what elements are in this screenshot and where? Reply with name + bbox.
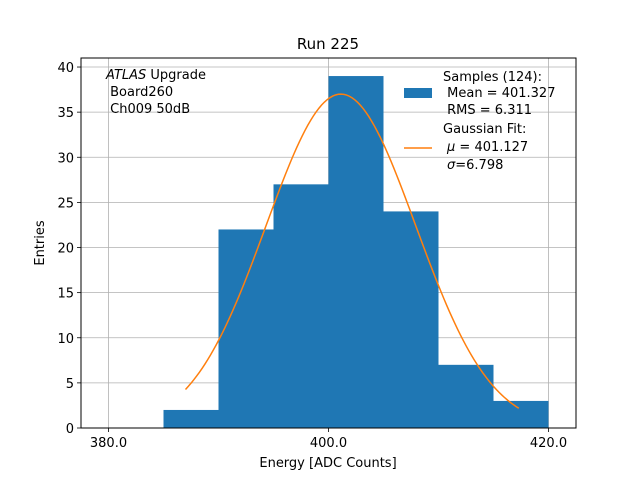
- histogram-bar: [328, 76, 384, 429]
- fit-curve-group: [184, 93, 520, 409]
- y-axis-ticks: 0 5 10 15 20 25 30 35 40: [57, 61, 81, 437]
- upgrade-label: Upgrade: [146, 68, 206, 83]
- y-tick-label: 10: [57, 332, 74, 347]
- atlas-annotation: ATLAS Upgrade Board260 Ch009 50dB: [105, 68, 206, 117]
- histogram-bar: [383, 211, 439, 428]
- y-tick-label: 0: [66, 422, 74, 437]
- legend-hist-swatch: [404, 88, 432, 98]
- y-tick-label: 15: [57, 287, 74, 302]
- x-axis-label: Energy [ADC Counts]: [259, 456, 396, 471]
- y-tick-label: 20: [57, 242, 74, 257]
- legend-fit-title: Gaussian Fit:: [443, 122, 526, 137]
- annotation-line-2: Board260: [106, 85, 173, 100]
- y-tick-label: 40: [57, 61, 74, 76]
- mu-value: = 401.127: [455, 140, 528, 155]
- y-axis-label: Entries: [33, 220, 48, 266]
- annotation-line-3: Ch009 50dB: [106, 102, 190, 117]
- legend-hist-title: Samples (124):: [443, 70, 542, 85]
- histogram-bar: [438, 364, 494, 428]
- legend-fit-sigma: σ=6.798: [447, 158, 503, 173]
- y-tick-label: 25: [57, 196, 74, 211]
- y-tick-label: 5: [66, 377, 74, 392]
- chart-title: Run 225: [297, 35, 359, 53]
- legend-hist-rms: RMS = 6.311: [443, 103, 532, 118]
- histogram-bar: [493, 400, 549, 428]
- y-tick-label: 30: [57, 151, 74, 166]
- mu-symbol: μ: [446, 140, 455, 155]
- annotation-line-1: ATLAS Upgrade: [105, 68, 206, 83]
- legend-fit-mu: μ = 401.127: [446, 140, 528, 155]
- x-tick-label: 400.0: [310, 436, 347, 451]
- x-tick-label: 420.0: [530, 436, 567, 451]
- histogram-bars: [163, 76, 549, 429]
- gaussian-fit-curve: [184, 93, 520, 409]
- sigma-symbol: σ: [447, 158, 456, 173]
- atlas-label: ATLAS: [105, 68, 146, 83]
- sigma-value: =6.798: [455, 158, 503, 173]
- y-tick-label: 35: [57, 106, 74, 121]
- histogram-bar: [218, 229, 274, 428]
- legend: Samples (124): Mean = 401.327 RMS = 6.31…: [404, 70, 555, 173]
- x-axis-ticks: 380.0 400.0 420.0: [90, 428, 567, 451]
- histogram-bar: [163, 409, 219, 428]
- legend-hist-mean: Mean = 401.327: [443, 86, 555, 101]
- x-tick-label: 380.0: [90, 436, 127, 451]
- histogram-bar: [273, 184, 329, 428]
